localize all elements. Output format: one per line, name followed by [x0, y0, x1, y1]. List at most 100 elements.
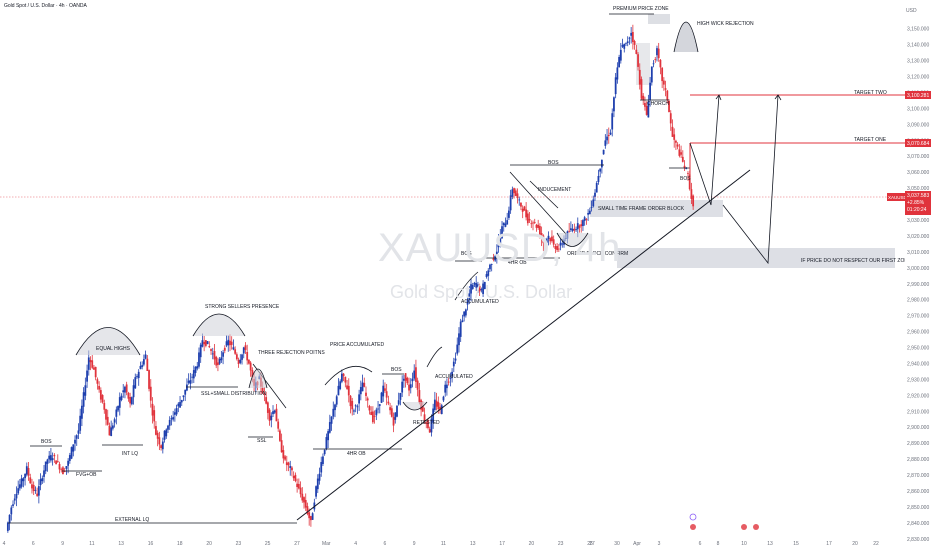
candle-body: [576, 223, 579, 230]
candle-body: [327, 431, 330, 441]
candle-body: [84, 385, 87, 396]
candle-body: [613, 97, 615, 112]
candle-body: [163, 430, 166, 440]
candle-body: [172, 417, 175, 420]
time-tick-label: 15: [793, 541, 799, 547]
candle-body: [373, 416, 376, 418]
candle-body: [656, 48, 658, 56]
candle-body: [20, 478, 23, 487]
candle-body: [148, 370, 150, 389]
candle-body: [244, 345, 247, 350]
candle-body: [545, 239, 548, 243]
candle-body: [132, 385, 135, 398]
time-tick-label: 13: [470, 541, 476, 547]
candle-body: [666, 90, 669, 101]
instrument-title: Gold Spot / U.S. Dollar · 4h · OANDA: [4, 3, 87, 9]
price-tag-last: XAUUSD 3,037.583 +2.85% 01:20:24: [887, 191, 931, 215]
candle-body: [277, 421, 280, 429]
candle-body: [27, 468, 30, 476]
candle-body: [606, 136, 608, 141]
candle-body: [626, 41, 629, 44]
label-zone-1: SMALL TIME FRAME ORDER BLOCK: [598, 206, 685, 212]
candle-body: [669, 113, 672, 124]
candle-body: [191, 376, 193, 378]
candle-body: [578, 225, 581, 228]
candle-body: [690, 189, 693, 199]
candle-body: [110, 427, 113, 437]
candle-body: [468, 293, 471, 300]
candle-body: [485, 274, 488, 277]
candle-body: [130, 397, 133, 405]
candle-body: [111, 425, 114, 429]
candle-body: [156, 432, 159, 439]
candle-body: [315, 486, 317, 497]
candle-body: [320, 462, 323, 473]
price-tick-label: 3,050.000: [907, 186, 929, 192]
candle-body: [309, 516, 312, 521]
candle-body: [91, 360, 94, 368]
time-tick-label: 23: [236, 541, 242, 547]
event-icons[interactable]: [689, 513, 759, 530]
candle-body: [475, 283, 478, 288]
candle-body: [65, 466, 68, 469]
time-tick-label: 23: [558, 541, 564, 547]
candle-body: [106, 416, 109, 425]
price-tick-label: 2,980.000: [907, 298, 929, 304]
trendline[interactable]: [296, 169, 751, 521]
candle-body: [10, 507, 13, 515]
candle-body: [599, 168, 602, 172]
candle-body: [561, 243, 564, 245]
candle-body: [421, 405, 424, 412]
svg-text:3,070.684: 3,070.684: [907, 141, 929, 147]
label-premium-zone: PREMIUM PRICE ZONE: [613, 6, 669, 12]
candle-body: [194, 366, 197, 373]
candle-body: [497, 241, 500, 248]
price-tick-label: 3,100.000: [907, 106, 929, 112]
time-tick-label: 25: [587, 541, 593, 547]
candle-body: [306, 506, 309, 514]
candle-body: [402, 378, 405, 381]
candle-body: [19, 484, 21, 489]
candle-body: [337, 385, 340, 396]
candle-body: [640, 79, 643, 99]
candle-body: [673, 134, 676, 140]
candle-body: [175, 408, 178, 415]
candle-body: [196, 366, 199, 369]
candle-body: [354, 405, 357, 407]
candle-body: [532, 222, 534, 224]
candle-body: [87, 357, 90, 370]
candle-body: [356, 406, 359, 408]
svg-text:3,100.281: 3,100.281: [907, 93, 929, 99]
label-bos-2: BOS: [391, 367, 402, 373]
candle-body: [416, 380, 419, 390]
time-tick-label: 17: [499, 541, 505, 547]
time-tick-label: 9: [413, 541, 416, 547]
candle-body: [649, 82, 651, 100]
candle-body: [375, 409, 378, 416]
candle-body: [506, 220, 509, 225]
candle-body: [480, 289, 483, 291]
candle-body: [303, 497, 305, 503]
candle-body: [137, 371, 140, 379]
price-tick-label: 3,070.000: [907, 154, 929, 160]
time-tick-label: 13: [767, 541, 773, 547]
candle-body: [105, 409, 107, 420]
candle-body: [540, 233, 543, 239]
time-tick-label: 13: [118, 541, 124, 547]
candle-body: [120, 395, 123, 400]
candle-body: [220, 357, 223, 361]
candle-body: [380, 392, 383, 403]
candle-body: [161, 441, 164, 450]
candle-body: [351, 400, 354, 410]
candle-body: [618, 57, 621, 68]
price-axis[interactable]: 2,830.000 2,840.000 2,850.000 2,860.000 2,87…: [905, 0, 932, 550]
label-ssl-distribution: SSL+SMALL DISTRIBUTION: [201, 391, 267, 397]
candle-body: [490, 264, 493, 265]
candle-body: [631, 32, 634, 42]
candle-body: [432, 408, 435, 423]
candle-body: [459, 321, 462, 337]
candle-body: [297, 483, 300, 489]
candle-body: [344, 376, 347, 383]
